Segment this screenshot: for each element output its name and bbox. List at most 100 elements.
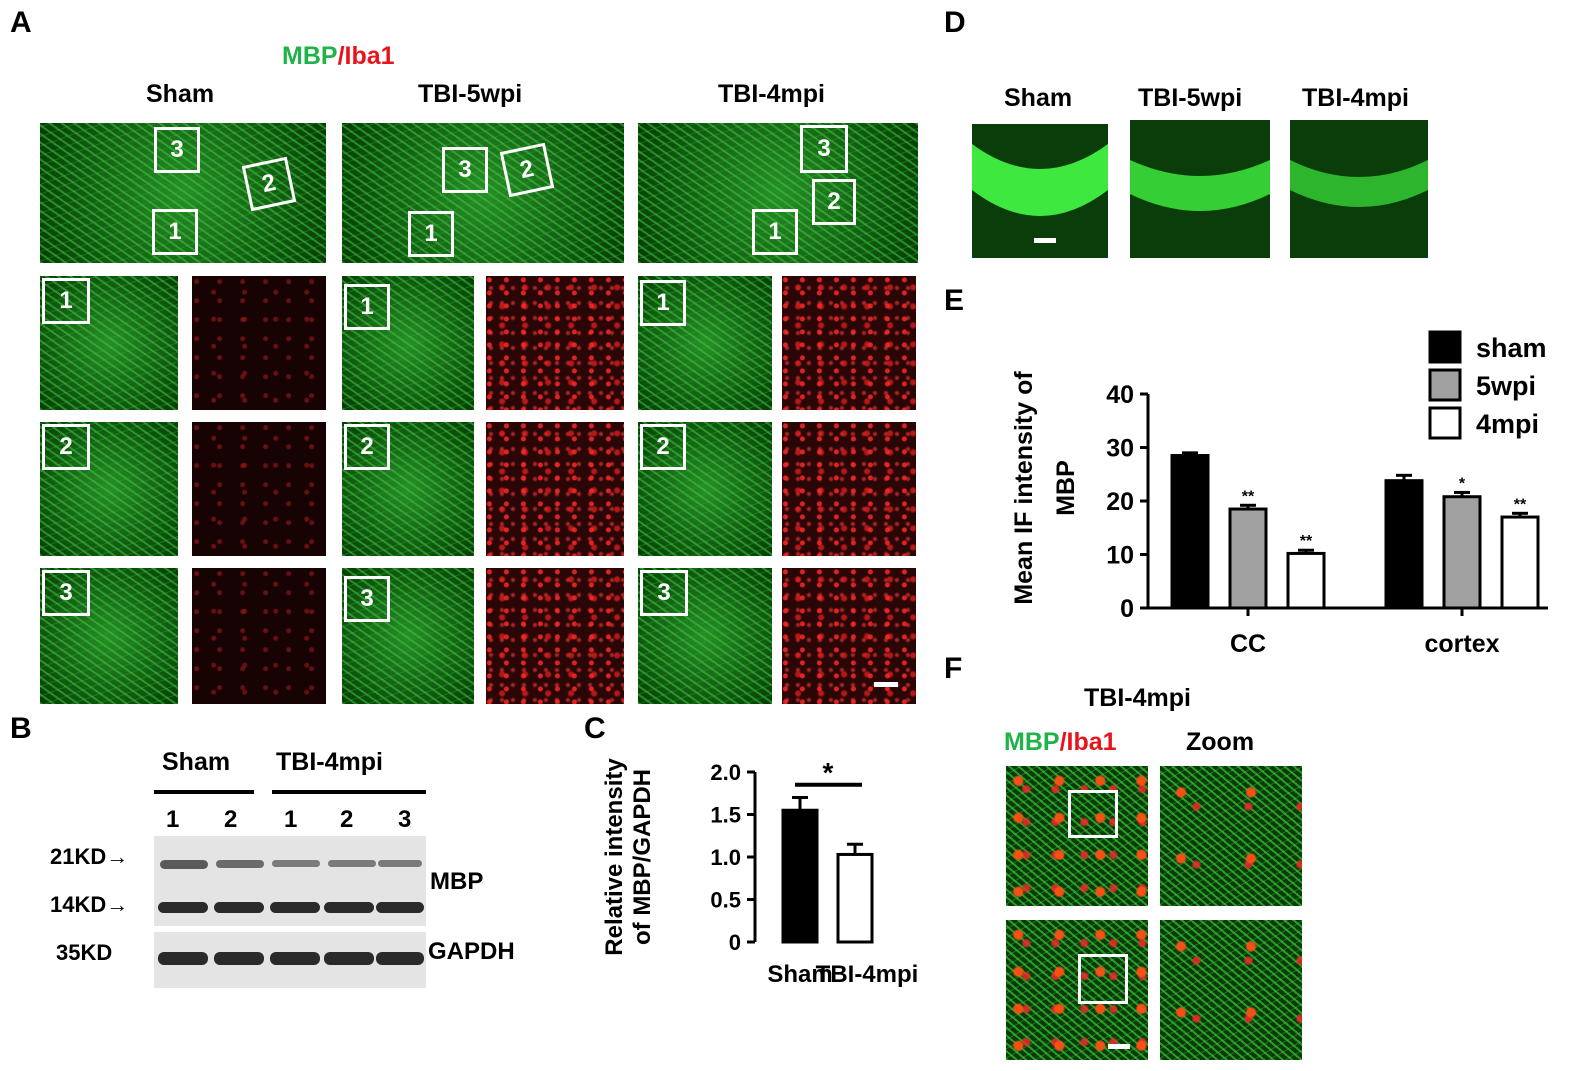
y-tick-label: 20 [1106,488,1134,516]
d-column-label-tbi-5wpi: TBI-5wpi [1138,84,1243,112]
tbi4mpi-region3-iba1 [782,568,916,704]
d-column-label-sham: Sham [1004,84,1073,112]
wb-group-sham: Sham [162,748,231,776]
bar-sham-cc [1170,454,1210,610]
sham-region3-iba1 [192,568,326,704]
bar-4mpi-cortex [1500,515,1540,610]
y-tick-label: 0 [1120,595,1134,623]
arrow-right-icon: → [106,844,129,869]
wb-band [270,902,320,913]
region-box-2: 2 [241,156,297,212]
corpus-callosum-shape [1130,160,1270,211]
region-box-2: 2 [344,424,390,470]
wb-band [378,860,422,867]
tbi5wpi-region3-iba1 [486,568,624,704]
tbi5wpi-region1-mbp: 1 [342,276,474,410]
d-column-label-tbi-4mpi: TBI-4mpi [1302,84,1409,112]
region-box-3: 3 [640,570,688,616]
tbi4mpi-region2-iba1 [782,422,916,556]
wb-band [214,902,264,913]
marker-21kd-label: 21KD [50,844,107,869]
tbi4mpi-region1-mbp: 1 [638,276,772,410]
wb-lane-label: 1 [166,806,180,833]
region-box-1: 1 [752,209,798,255]
cc-image-tbi-4mpi [1290,120,1428,258]
cc-image-sham [972,124,1108,258]
significance-stars: ** [1514,496,1527,513]
tbi5wpi-region2-mbp: 2 [342,422,474,556]
wb-band [328,860,376,867]
sham-region1-iba1 [192,276,326,410]
f-zoom-image-1 [1160,766,1302,906]
region-box-2: 2 [42,424,90,470]
tbi4mpi-region3-mbp: 3 [638,568,772,704]
wb-gapdh-blot [154,932,426,988]
legend-label: 4mpi [1476,409,1539,439]
arrow-right-icon: → [106,892,129,917]
wb-band [160,860,208,869]
region-box-3: 3 [344,576,390,622]
scale-bar [874,682,898,687]
panel-letter-f: F [944,652,963,685]
tbi5wpi-region2-iba1 [486,422,624,556]
region-box-1: 1 [640,280,686,326]
f-merge-image-2 [1006,920,1148,1060]
y-axis-label: Mean IF intensity of MBP [1010,371,1080,605]
y-tick-label: 1.0 [710,845,741,870]
significance-star: * [823,757,834,788]
x-tick-label: CC [1230,630,1266,658]
region-box-2: 2 [812,179,856,225]
region-box-3: 3 [42,570,90,616]
wb-band [216,860,264,868]
region-box-1: 1 [152,209,198,255]
wb-band [376,952,424,965]
f-title: TBI-4mpi [1084,684,1191,712]
overview-image-sham: 1 2 3 [40,123,326,263]
region-box-3: 3 [442,147,488,193]
y-tick-label: 0.5 [710,888,741,913]
legend-swatch-5wpi [1428,368,1462,402]
f-merge-image-1 [1006,766,1148,906]
stain-slash: / [1059,728,1067,756]
wb-band [324,902,374,913]
zoom-region-box [1068,790,1118,838]
bar-sham-cortex [1384,479,1424,610]
region-box-1: 1 [42,278,90,324]
wb-band [270,952,320,965]
y-tick-label: 40 [1106,381,1134,409]
significance-stars: ** [1300,533,1313,550]
column-label-tbi-4mpi: TBI-4mpi [718,80,825,108]
wb-lane-label: 2 [340,806,354,833]
f-zoom-label: Zoom [1186,728,1255,756]
panel-letter-b: B [10,712,32,745]
region-box-2: 2 [499,142,555,198]
wb-band [272,860,320,867]
x-tick-label: TBI-4mpi [816,961,919,988]
sham-region1-mbp: 1 [40,276,178,410]
overview-image-tbi-5wpi: 1 2 3 [342,123,624,263]
tbi4mpi-region2-mbp: 2 [638,422,772,556]
stain-slash: / [337,42,345,70]
wb-protein-gapdh: GAPDH [428,938,515,965]
stain-iba1-label: Iba1 [1066,728,1117,756]
wb-band [376,902,424,913]
wb-band [158,952,208,965]
y-axis-label: Relative intensityof MBP/GAPDH [601,758,656,956]
bar-5wpi-cc [1228,507,1268,610]
y-tick-label: 30 [1106,435,1134,463]
stain-mbp-label: MBP [282,42,338,70]
wb-mbp-blot [154,836,426,926]
y-tick-label: 1.5 [710,803,741,828]
marker-35kd: 35KD [56,940,113,965]
wb-lane-label: 2 [224,806,238,833]
x-tick-label: Sham [767,961,832,988]
wb-band [324,952,374,965]
tbi4mpi-region1-iba1 [782,276,916,410]
region-box-2: 2 [640,424,686,470]
stain-iba1-label: Iba1 [344,42,395,70]
wb-band [214,952,264,965]
y-tick-label: 2.0 [710,760,741,785]
wb-group-tbi-4mpi: TBI-4mpi [276,748,383,776]
sham-region2-mbp: 2 [40,422,178,556]
